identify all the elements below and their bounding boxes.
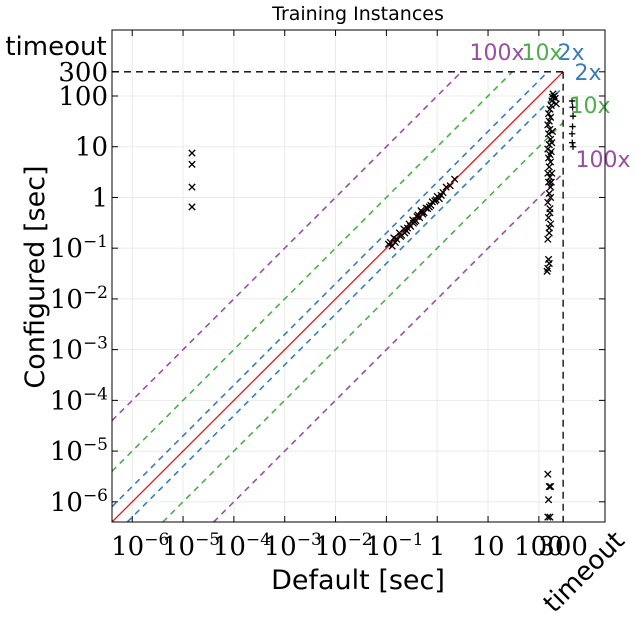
data-point-x xyxy=(543,267,551,275)
y-axis-label: Configured [sec] xyxy=(20,165,51,388)
data-point-x xyxy=(450,175,459,183)
diagonal-label-right-10x: 10x xyxy=(569,94,610,119)
data-point-x xyxy=(412,216,420,225)
data-point-x xyxy=(546,513,554,521)
diagonal-label-top-10x: 10x xyxy=(521,41,562,66)
data-point-x xyxy=(439,188,447,197)
data-point-x xyxy=(544,235,552,243)
data-point-x xyxy=(548,127,557,136)
data-point-plus xyxy=(569,143,577,150)
data-point-x xyxy=(435,194,443,203)
data-point-x xyxy=(547,147,555,156)
data-point-x xyxy=(545,189,553,198)
x-tick-label: 300 xyxy=(538,532,588,562)
chart-title: Training Instances xyxy=(271,3,444,25)
data-point-x xyxy=(548,169,556,177)
diagonal-label-top-2x: 2x xyxy=(557,41,584,66)
y-tick-label: 1 xyxy=(91,183,108,213)
x-tick-label: 10−1 xyxy=(365,530,423,562)
data-point-x xyxy=(544,255,553,264)
y-tick-label: 10−3 xyxy=(50,334,108,366)
y-tick-label: 10−4 xyxy=(50,384,108,416)
x-tick-label: 100 xyxy=(514,532,564,562)
x-tick-label: 10−2 xyxy=(314,530,372,562)
data-point-x xyxy=(544,198,552,207)
y-tick-label: 300 xyxy=(58,58,108,88)
data-point-plus xyxy=(568,130,576,137)
data-point-x xyxy=(552,100,560,108)
data-point-x xyxy=(544,213,553,222)
data-point-x xyxy=(384,240,393,248)
data-point-plus xyxy=(569,139,576,146)
diagonal-lower-10x xyxy=(162,121,564,523)
axis-ticks: 10−610−510−410−310−210−1 1 10 10030010−610−… xyxy=(50,30,605,562)
y-tick-label: 10−6 xyxy=(50,486,108,518)
data-point-x xyxy=(546,193,555,202)
data-point-x xyxy=(547,178,555,186)
diagonal-upper-100x xyxy=(111,71,463,422)
data-point-x xyxy=(544,470,552,478)
data-point-x xyxy=(403,224,412,232)
guide-lines xyxy=(111,71,564,523)
data-point-x xyxy=(188,160,196,168)
data-point-x xyxy=(188,183,196,191)
x-axis-label: Default [sec] xyxy=(271,565,445,596)
identity-line xyxy=(111,71,564,523)
diagonal-label-right-100x: 100x xyxy=(575,148,630,173)
x-tick-label: 10−4 xyxy=(213,530,271,562)
data-point-x xyxy=(544,130,553,138)
data-point-x xyxy=(545,224,553,232)
diagonal-lower-2x xyxy=(126,86,564,523)
data-point-x xyxy=(442,183,450,191)
y-tick-label: 10−5 xyxy=(50,435,108,467)
data-point-x xyxy=(551,94,559,102)
data-point-plus xyxy=(569,123,576,130)
plot-frame xyxy=(111,29,606,523)
data-points xyxy=(188,90,577,521)
data-point-plus xyxy=(569,112,577,120)
data-point-x xyxy=(546,158,555,166)
y-tick-label: 10 xyxy=(75,133,108,163)
y-timeout-label: timeout xyxy=(5,32,106,62)
data-point-x xyxy=(546,113,555,121)
diagonal-upper-2x xyxy=(111,71,549,508)
data-point-x xyxy=(388,242,396,250)
data-point-x xyxy=(549,90,557,98)
y-tick-label: 10−2 xyxy=(50,283,108,315)
data-point-x xyxy=(401,229,409,237)
data-point-plus xyxy=(568,97,576,105)
data-point-plus xyxy=(569,104,576,111)
data-point-x xyxy=(548,139,556,147)
data-point-x xyxy=(417,206,425,215)
diagonal-label-top-100x: 100x xyxy=(469,41,524,66)
data-point-x xyxy=(546,209,554,217)
data-point-x xyxy=(427,201,435,209)
grid-lines xyxy=(112,30,605,522)
data-point-x xyxy=(546,220,555,228)
diagonal-upper-10x xyxy=(111,71,513,472)
y-tick-label: 10−1 xyxy=(50,232,108,264)
data-point-x xyxy=(188,203,196,211)
data-point-x xyxy=(545,482,553,491)
data-point-x xyxy=(544,109,553,118)
data-point-x xyxy=(188,149,196,157)
x-tick-label: 1 xyxy=(429,532,446,562)
x-tick-label: 10−6 xyxy=(111,530,169,562)
x-tick-label: 10 xyxy=(471,532,504,562)
data-point-x xyxy=(544,496,553,504)
y-tick-label: 100 xyxy=(58,82,108,112)
diagonal-lower-100x xyxy=(213,172,564,523)
x-tick-label: 10−3 xyxy=(264,530,322,562)
data-point-x xyxy=(544,513,552,521)
data-point-x xyxy=(446,182,454,190)
data-point-x xyxy=(546,482,555,491)
x-tick-label: 10−5 xyxy=(162,530,220,562)
diagonal-label-right-2x: 2x xyxy=(574,61,601,86)
